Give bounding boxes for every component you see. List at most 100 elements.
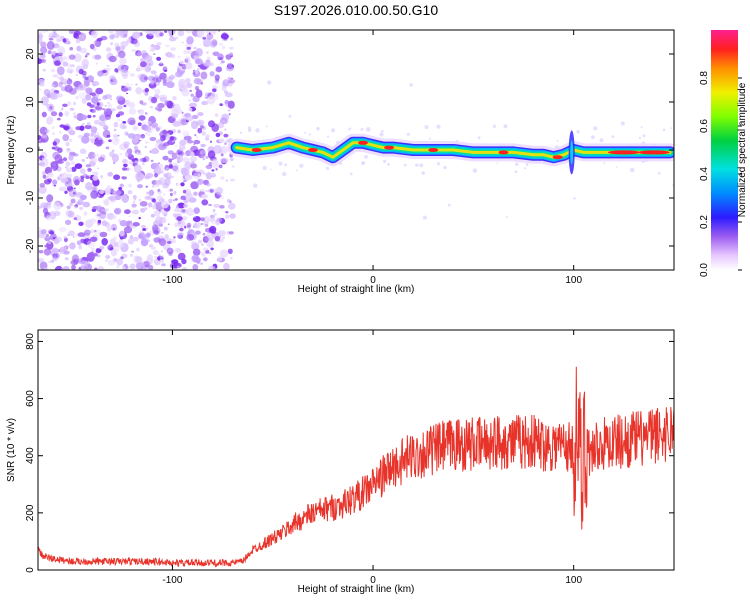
colorbar-tick-label-1: 0.2 xyxy=(699,215,710,229)
noise-blob xyxy=(89,258,92,261)
noise-blob xyxy=(120,30,129,35)
noise-blob xyxy=(62,103,68,108)
noise-blob xyxy=(163,142,170,147)
noise-blob xyxy=(114,207,122,215)
noise-blob xyxy=(173,236,176,239)
noise-blob xyxy=(137,184,143,189)
noise-blob xyxy=(108,30,115,34)
noise-blob xyxy=(211,169,215,172)
noise-blob xyxy=(179,139,187,146)
noise-blob xyxy=(182,130,190,137)
noise-blob xyxy=(85,164,92,168)
noise-blob xyxy=(217,57,223,61)
noise-blob xyxy=(46,40,55,50)
noise-blob xyxy=(38,88,42,91)
noise-blob xyxy=(66,79,73,85)
noise-blob xyxy=(92,175,99,181)
noise-dot xyxy=(409,83,413,87)
noise-blob xyxy=(160,210,166,214)
noise-blob xyxy=(38,126,41,128)
noise-blob xyxy=(225,65,235,72)
noise-blob xyxy=(129,220,133,223)
noise-dot xyxy=(514,170,518,174)
spectrogram-xtick-label-2: 100 xyxy=(565,275,582,286)
noise-blob xyxy=(143,76,148,81)
noise-blob xyxy=(54,146,60,151)
noise-blob xyxy=(162,66,168,72)
noise-blob xyxy=(83,132,90,137)
noise-blob xyxy=(103,108,113,117)
ridge-hotspot-0 xyxy=(251,148,262,152)
noise-blob xyxy=(104,104,107,107)
noise-blob xyxy=(53,184,56,187)
noise-blob xyxy=(160,200,169,209)
noise-blob xyxy=(111,189,116,194)
noise-blob xyxy=(123,163,128,167)
noise-blob xyxy=(104,208,110,212)
noise-blob xyxy=(86,252,95,262)
noise-blob xyxy=(47,50,52,55)
noise-dot xyxy=(265,125,268,128)
noise-blob xyxy=(145,227,149,230)
noise-blob xyxy=(116,264,120,269)
noise-blob xyxy=(224,99,230,105)
noise-blob xyxy=(197,64,201,68)
noise-blob xyxy=(129,119,136,126)
noise-blob xyxy=(62,160,65,162)
noise-blob xyxy=(78,221,84,226)
noise-blob xyxy=(177,202,186,209)
noise-blob xyxy=(183,198,189,204)
noise-blob xyxy=(153,210,161,217)
noise-blob xyxy=(93,40,96,44)
noise-blob xyxy=(190,181,199,190)
noise-blob xyxy=(125,92,129,95)
noise-blob xyxy=(224,128,227,131)
noise-blob xyxy=(116,258,124,266)
noise-dot xyxy=(616,166,618,168)
noise-dot xyxy=(436,162,441,166)
noise-blob xyxy=(151,224,159,232)
noise-blob xyxy=(182,189,187,194)
noise-blob xyxy=(180,118,189,126)
noise-dot xyxy=(308,133,311,136)
spectrogram-xtick-label-0: -100 xyxy=(162,275,182,286)
noise-blob xyxy=(193,191,198,196)
noise-blob xyxy=(49,92,59,100)
noise-blob xyxy=(150,48,154,52)
noise-blob xyxy=(132,125,138,131)
noise-blob xyxy=(133,164,142,173)
noise-blob xyxy=(132,222,140,227)
noise-blob xyxy=(201,101,207,105)
noise-blob xyxy=(200,71,208,80)
noise-blob xyxy=(93,153,100,158)
noise-blob xyxy=(144,207,148,211)
snr-ytick-label-2: 400 xyxy=(25,447,36,464)
noise-blob xyxy=(229,157,234,161)
noise-blob xyxy=(171,158,174,160)
noise-dot xyxy=(421,171,426,175)
noise-blob xyxy=(206,239,214,248)
noise-blob xyxy=(181,111,184,114)
noise-blob xyxy=(75,74,78,76)
noise-blob xyxy=(67,78,71,80)
noise-dot xyxy=(295,169,298,172)
noise-blob xyxy=(205,30,211,34)
noise-blob xyxy=(164,180,167,184)
noise-blob xyxy=(96,37,103,42)
noise-blob xyxy=(159,72,167,80)
noise-blob xyxy=(48,37,54,41)
noise-blob xyxy=(175,182,179,186)
noise-blob xyxy=(42,171,46,176)
noise-blob xyxy=(230,178,235,182)
noise-blob xyxy=(154,166,162,175)
noise-blob xyxy=(139,74,148,83)
noise-blob xyxy=(164,44,170,48)
noise-blob xyxy=(79,206,84,211)
noise-blob xyxy=(200,217,205,222)
noise-blob xyxy=(129,73,135,77)
noise-blob xyxy=(68,88,77,95)
noise-blob xyxy=(168,189,171,192)
noise-blob xyxy=(204,227,214,233)
noise-blob xyxy=(218,164,223,169)
noise-blob xyxy=(107,171,113,177)
